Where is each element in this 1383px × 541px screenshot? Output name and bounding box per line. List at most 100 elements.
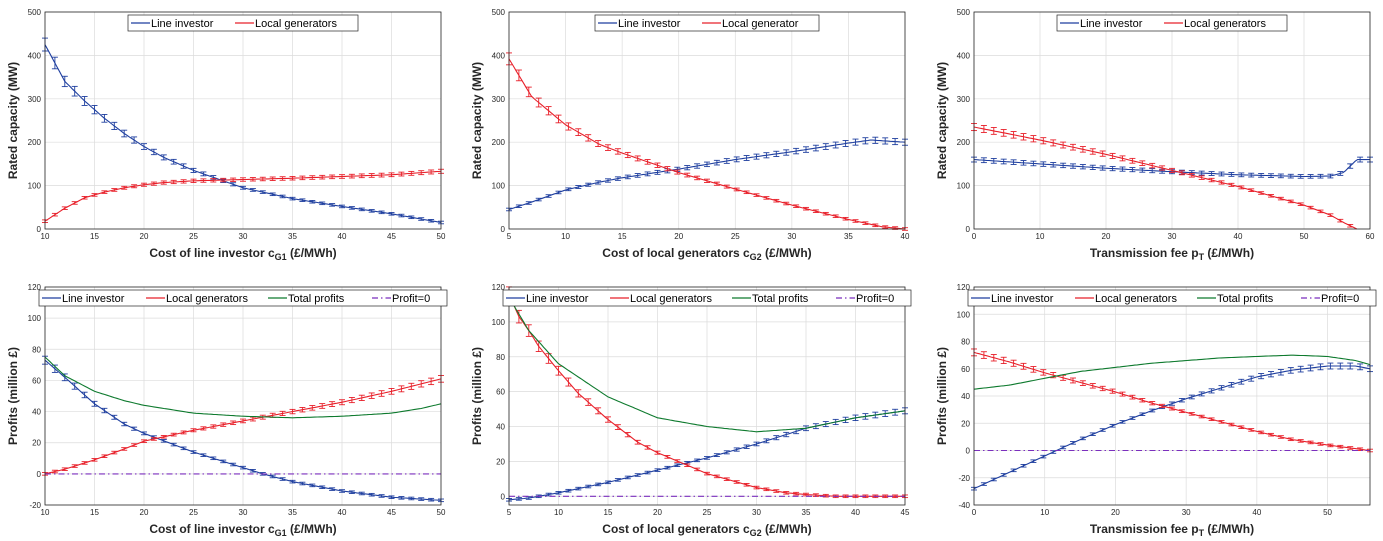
error-bar [121, 129, 128, 138]
error-bar [862, 137, 869, 145]
error-bar [1347, 362, 1354, 370]
error-bar [348, 173, 355, 179]
error-bar [1109, 152, 1116, 159]
error-bar [1159, 403, 1166, 408]
error-bar [1258, 373, 1265, 380]
x-tick-label: 15 [618, 232, 627, 241]
error-bar [733, 447, 740, 452]
error-bar [428, 497, 435, 502]
error-bar [575, 389, 582, 398]
error-bar [1178, 397, 1185, 403]
error-bar [131, 443, 138, 447]
error-bar [289, 408, 296, 415]
error-bar [773, 435, 780, 441]
x-tick-label: 20 [140, 508, 149, 517]
error-bar [210, 178, 217, 183]
error-bar [141, 431, 147, 436]
x-tick-label: 25 [703, 508, 712, 517]
y-axis-label: Profits (million £) [6, 347, 20, 445]
error-bar [1109, 166, 1116, 172]
legend-label-2: Local generator [722, 18, 799, 30]
y-tick-label: 0 [501, 492, 506, 501]
error-bar [1277, 196, 1284, 201]
x-tick-label: 30 [752, 508, 761, 517]
error-bar [1020, 133, 1027, 141]
error-bar [605, 178, 611, 183]
error-bar [654, 169, 661, 175]
y-tick-label: 80 [32, 345, 41, 354]
error-bar [793, 204, 800, 208]
y-tick-label: 100 [957, 310, 971, 319]
x-tick-label: 25 [189, 232, 198, 241]
legend-label-3: Total profits [288, 293, 345, 305]
error-bar [832, 141, 839, 149]
error-bar [634, 473, 641, 477]
y-tick-label: 100 [957, 182, 971, 191]
error-bar [398, 385, 405, 393]
error-bar [170, 432, 177, 437]
x-tick-label: 10 [1040, 508, 1049, 517]
error-bar [200, 426, 207, 431]
error-bar [1020, 464, 1027, 468]
error-bar [160, 435, 167, 439]
x-tick-label: 35 [802, 508, 811, 517]
error-bar [1277, 369, 1284, 376]
error-bar [309, 199, 316, 204]
error-bar [1327, 362, 1334, 370]
x-tick-label: 5 [507, 508, 512, 517]
error-bar [1139, 167, 1146, 173]
error-bar [150, 181, 157, 186]
error-bar [1268, 371, 1274, 378]
error-bar [1139, 397, 1146, 403]
error-bar [1268, 173, 1274, 178]
error-bar [91, 105, 98, 115]
legend-label-1: Line investor [526, 293, 589, 305]
error-bar [230, 182, 237, 187]
x-tick-label: 40 [338, 508, 347, 517]
error-bar [595, 407, 602, 415]
error-bar [180, 163, 187, 169]
error-bar [753, 485, 760, 490]
error-bar [990, 354, 997, 362]
error-bar [852, 138, 859, 146]
error-bar [1327, 443, 1334, 448]
error-bar [220, 459, 227, 464]
error-bar [644, 445, 651, 450]
error-bar [1149, 168, 1156, 174]
error-bar [832, 214, 839, 218]
error-bar [1337, 444, 1344, 449]
error-bar [1208, 417, 1215, 421]
error-bar [319, 485, 326, 490]
error-bar [220, 422, 227, 427]
error-bar [793, 428, 800, 435]
error-bar [1020, 362, 1027, 370]
y-tick-label: 0 [37, 470, 42, 479]
chart-3: 0 10 20 30 40 50 60 0 100 200 300 400 500 Transmissio… [935, 8, 1375, 262]
error-bar [1139, 160, 1146, 166]
error-bar [990, 477, 997, 482]
error-bar [1060, 374, 1067, 381]
error-bar [309, 483, 316, 488]
error-bar [1307, 364, 1314, 372]
legend-label-1: Line investor [62, 293, 125, 305]
error-bar [1070, 163, 1076, 169]
error-bar [515, 204, 522, 208]
error-bar [131, 136, 138, 144]
x-tick-label: 10 [561, 232, 570, 241]
error-bar [812, 144, 819, 152]
error-bar [1297, 365, 1304, 373]
error-bar [160, 154, 167, 161]
error-bar [535, 97, 542, 108]
error-bar [1149, 408, 1156, 413]
error-bar [398, 496, 405, 500]
legend-label-2: Local generators [1095, 293, 1177, 305]
x-tick-label: 45 [387, 508, 396, 517]
error-bar [1040, 137, 1047, 145]
y-tick-label: 20 [32, 439, 41, 448]
x-tick-label: 10 [41, 508, 50, 517]
error-bar [763, 487, 770, 492]
y-tick-label: 60 [496, 388, 505, 397]
error-bar [1317, 173, 1324, 179]
error-bar [892, 494, 899, 499]
error-bar [81, 96, 88, 106]
